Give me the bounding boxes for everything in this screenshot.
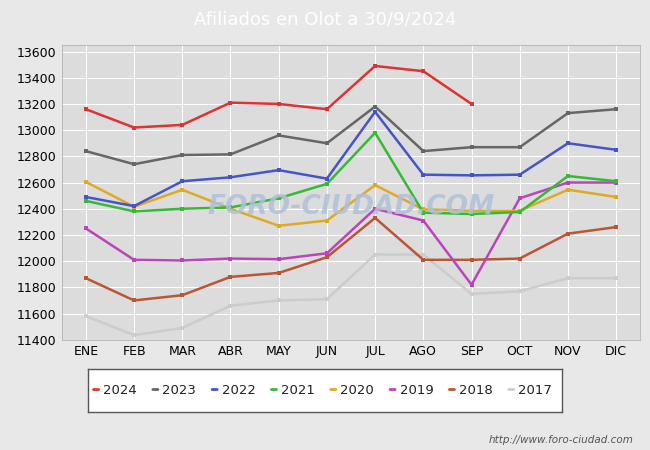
- Text: 2023: 2023: [162, 384, 196, 397]
- Text: 2019: 2019: [400, 384, 434, 397]
- Text: FORO-CIUDAD.COM: FORO-CIUDAD.COM: [207, 194, 495, 220]
- Text: 2017: 2017: [518, 384, 552, 397]
- Text: 2021: 2021: [281, 384, 315, 397]
- Text: 2018: 2018: [459, 384, 493, 397]
- Text: Afiliados en Olot a 30/9/2024: Afiliados en Olot a 30/9/2024: [194, 11, 456, 29]
- Text: 2024: 2024: [103, 384, 137, 397]
- Text: 2020: 2020: [341, 384, 374, 397]
- Text: http://www.foro-ciudad.com: http://www.foro-ciudad.com: [489, 435, 634, 445]
- Text: 2022: 2022: [222, 384, 255, 397]
